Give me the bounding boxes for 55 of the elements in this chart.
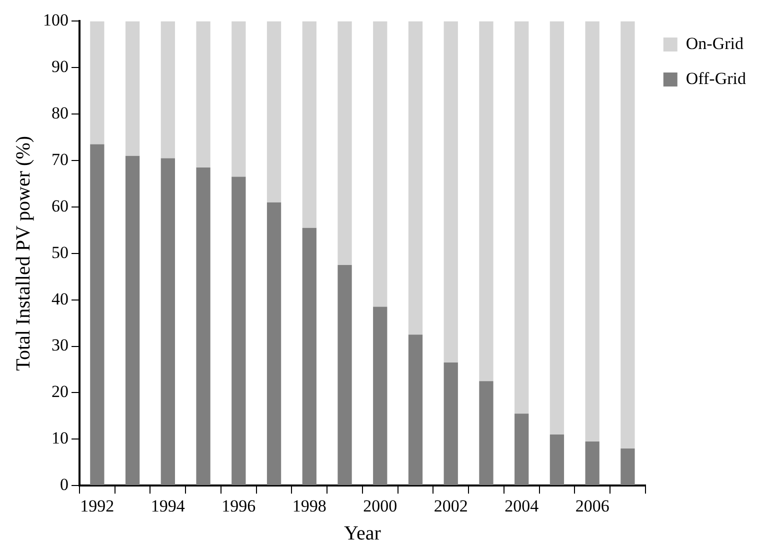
bar: [620, 448, 635, 486]
x-tick-label: 1998: [292, 496, 326, 516]
bar: [266, 202, 282, 486]
x-tick-label: 1994: [150, 496, 186, 516]
x-tick-label: 1992: [80, 496, 114, 516]
bar: [266, 21, 282, 202]
bar: [479, 21, 494, 382]
y-tick-label: 10: [52, 428, 68, 448]
y-tick-label: 0: [60, 475, 68, 494]
bar: [514, 414, 529, 486]
y-axis-title: Total Installed PV power (%): [12, 136, 34, 371]
legend-label: On-Grid: [686, 34, 744, 53]
x-tick-label: 2004: [504, 496, 540, 516]
bar: [196, 167, 210, 486]
bar: [550, 434, 564, 486]
bar: [444, 21, 458, 363]
bar: [408, 334, 423, 486]
bar: [302, 21, 316, 228]
y-tick-label: 30: [52, 336, 68, 355]
y-tick-label: 90: [52, 57, 68, 76]
x-axis-title: Year: [344, 522, 382, 544]
bar: [90, 21, 104, 144]
y-tick-label: 40: [52, 289, 68, 308]
y-tick-label: 60: [52, 196, 68, 216]
bar: [232, 176, 246, 486]
y-tick-label: 80: [52, 104, 68, 123]
bar: [338, 21, 352, 266]
bar: [373, 306, 388, 486]
bar: [160, 21, 175, 158]
y-tick-label: 20: [52, 382, 68, 402]
bar: [585, 21, 600, 442]
bar: [514, 21, 529, 414]
bar: [479, 381, 494, 486]
bar: [585, 441, 600, 486]
bar: [444, 362, 458, 486]
y-tick-label: 70: [52, 150, 68, 169]
legend-label: Off-Grid: [686, 68, 746, 88]
x-tick-label: 2006: [575, 496, 610, 516]
y-tick-label: 50: [52, 242, 68, 262]
bar: [550, 21, 564, 435]
bar: [160, 158, 175, 486]
bar: [125, 21, 140, 156]
bar: [232, 21, 246, 177]
bar: [408, 21, 423, 335]
bar: [620, 21, 635, 448]
bar: [302, 228, 316, 486]
bar: [90, 144, 104, 486]
y-tick-label: 100: [43, 10, 68, 30]
bar: [125, 156, 140, 486]
x-tick-label: 2000: [363, 496, 398, 516]
x-tick-label: 2002: [434, 496, 468, 516]
bar: [373, 21, 388, 307]
bar: [338, 265, 352, 486]
x-tick-label: 1996: [222, 496, 256, 516]
bar: [196, 21, 210, 168]
